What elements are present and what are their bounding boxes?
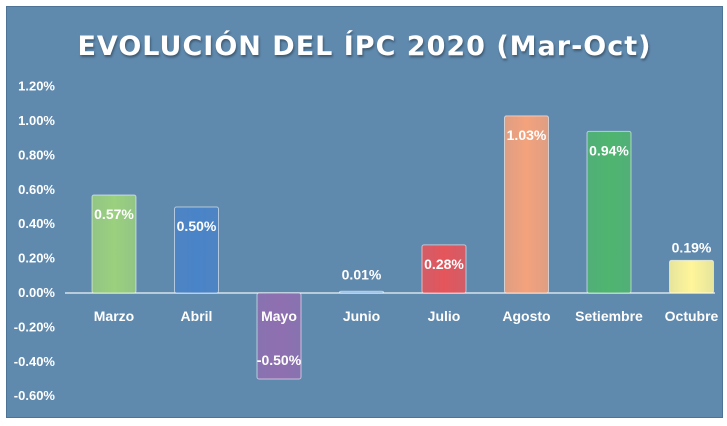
chart-frame: EVOLUCIÓN DEL ÍPC 2020 (Mar-Oct) 1.20% 1.… [6,6,723,418]
bar-agosto [504,115,549,294]
bar-junio [339,290,384,294]
category-label: Marzo [94,308,134,324]
data-label: 1.03% [507,127,547,143]
y-tick-label: 0.80% [18,147,55,162]
y-tick-label: -0.60% [14,388,56,403]
category-label: Octubre [665,308,719,324]
data-label: 0.57% [94,206,134,222]
bar-julio [421,244,467,294]
chart-title: EVOLUCIÓN DEL ÍPC 2020 (Mar-Oct) [77,31,652,62]
bar-octubre [669,259,714,294]
bar-mayo [256,292,302,380]
data-label: 0.19% [672,239,712,255]
data-label: 0.01% [342,266,382,282]
bar-marzo [91,194,137,294]
data-label: 0.94% [589,142,629,158]
chart-plot: 1.20% 1.00% 0.80% 0.60% 0.40% 0.20% 0.00% -0.20… [14,79,719,404]
y-tick-label: 0.00% [18,285,55,300]
category-label: Agosto [502,308,550,324]
y-tick-label: 0.40% [18,216,55,231]
y-tick-label: 1.00% [18,113,55,128]
category-label: Abril [181,308,213,324]
data-label: 0.50% [177,218,217,234]
y-tick-label: 1.20% [18,79,55,94]
category-label: Mayo [261,308,297,324]
category-label: Setiembre [575,308,643,324]
bar-setiembre [586,130,632,294]
y-tick-label: 0.20% [18,251,55,266]
data-label: -0.50% [257,352,302,368]
y-tick-label: 0.60% [18,182,55,197]
bar-abril [174,206,219,294]
data-label: 0.28% [424,256,464,272]
category-label: Junio [343,308,380,324]
y-tick-label: -0.20% [14,319,56,334]
category-label: Julio [428,308,461,324]
y-tick-label: -0.40% [14,354,56,369]
